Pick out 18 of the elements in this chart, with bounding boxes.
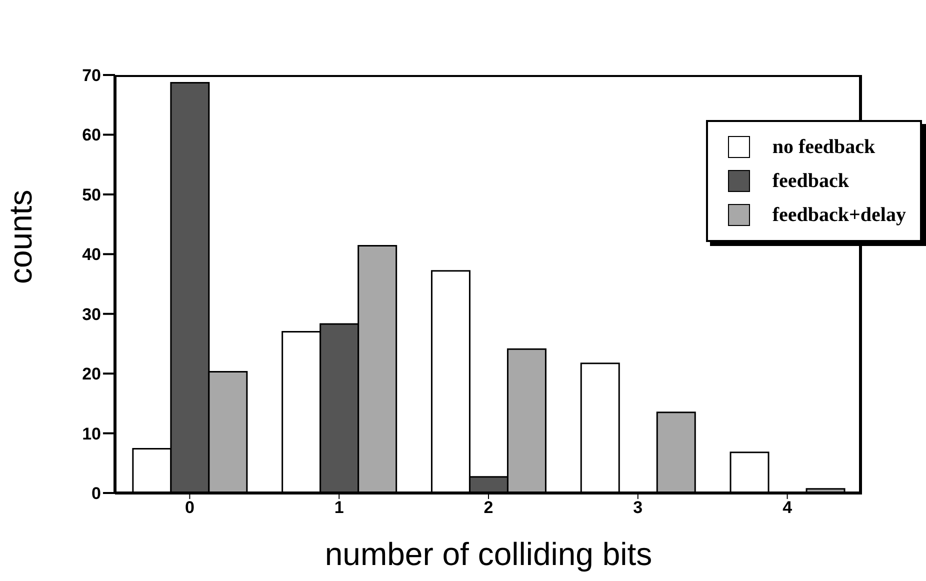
legend-label: feedback xyxy=(772,170,850,192)
legend-label: feedback+delay xyxy=(772,204,906,226)
x-tick-label: 1 xyxy=(334,498,344,518)
y-tick-label: 0 xyxy=(92,484,101,504)
x-tick-label: 3 xyxy=(633,498,643,518)
y-tick-label: 60 xyxy=(82,126,101,145)
y-axis-title: counts xyxy=(2,190,38,284)
x-axis-title: number of colliding bits xyxy=(324,536,652,572)
y-tick-label: 20 xyxy=(82,364,101,384)
y-tick-label: 70 xyxy=(82,66,101,86)
legend-label: no feedback xyxy=(772,136,876,158)
y-tick-label: 10 xyxy=(82,424,101,444)
y-tick-label: 40 xyxy=(82,245,101,264)
y-tick-label: 50 xyxy=(82,185,101,204)
x-tick-label: 4 xyxy=(782,498,793,518)
x-tick-label: 0 xyxy=(184,498,194,518)
y-tick-label: 30 xyxy=(82,304,101,324)
x-tick-label: 2 xyxy=(484,498,494,518)
